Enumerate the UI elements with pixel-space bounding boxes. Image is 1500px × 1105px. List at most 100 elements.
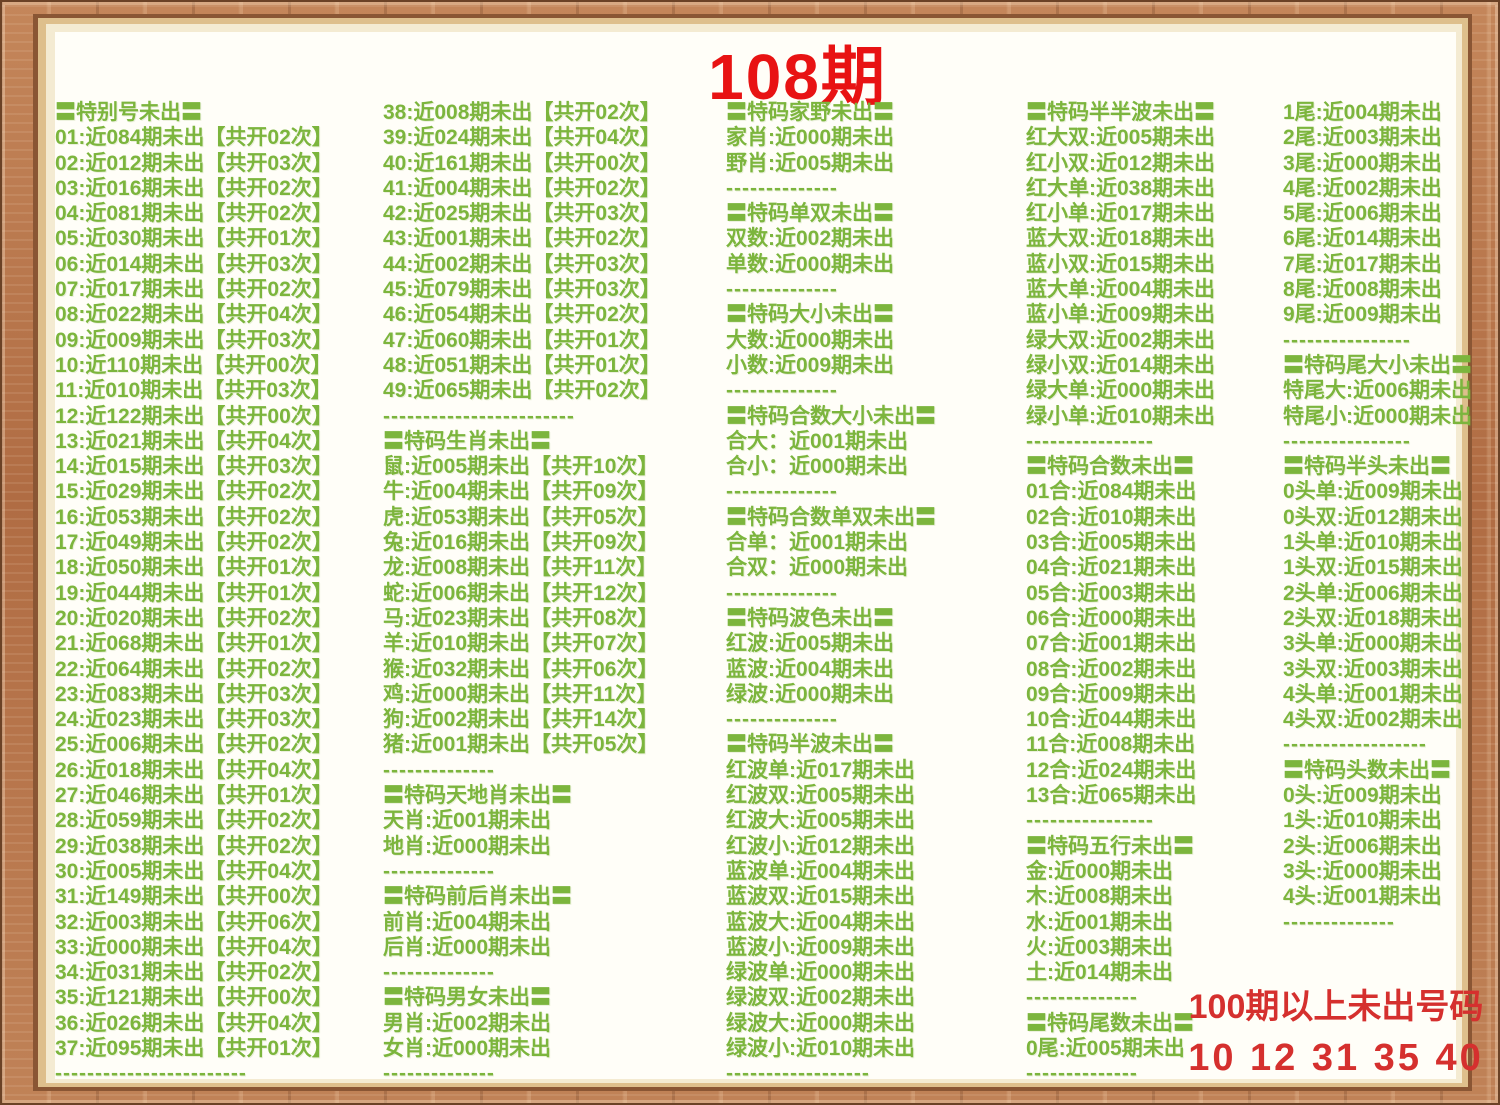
stat-line: 虎:近053期未出【共开05次】 bbox=[383, 505, 659, 529]
stat-line: 红波小:近012期未出 bbox=[726, 834, 916, 858]
stat-line: 蓝波小:近009期未出 bbox=[726, 935, 916, 959]
stat-line: 17:近049期未出【共开02次】 bbox=[55, 531, 333, 555]
stat-line: 20:近020期未出【共开02次】 bbox=[55, 606, 333, 630]
stat-line: 合小：近000期未出 bbox=[726, 455, 909, 479]
divider: -------------- bbox=[1283, 910, 1395, 934]
stat-line: 22:近064期未出【共开02次】 bbox=[55, 657, 333, 681]
divider: ---------------- bbox=[1283, 429, 1411, 453]
stat-line: 金:近000期未出 bbox=[1026, 859, 1174, 883]
stat-line: 9尾:近009期未出 bbox=[1283, 303, 1442, 327]
stat-line: 13:近021期未出【共开04次】 bbox=[55, 429, 333, 453]
stat-line: 3头:近000期未出 bbox=[1283, 859, 1442, 883]
stat-line: 27:近046期未出【共开01次】 bbox=[55, 784, 333, 808]
section-header: 〓特码半半波未出〓 bbox=[1026, 101, 1215, 124]
stat-line: 红波单:近017期未出 bbox=[726, 758, 916, 782]
stat-line: 25:近006期未出【共开02次】 bbox=[55, 733, 333, 757]
divider: -------------- bbox=[726, 480, 838, 504]
stat-line: 绿波小:近010期未出 bbox=[726, 1036, 916, 1060]
stat-line: 土:近014期未出 bbox=[1026, 961, 1174, 985]
overdue-footer-label: 100期以上未出号码 bbox=[1188, 988, 1484, 1026]
stat-line: 09合:近009期未出 bbox=[1026, 682, 1197, 706]
stat-line: 35:近121期未出【共开00次】 bbox=[55, 986, 333, 1010]
stat-line: 47:近060期未出【共开01次】 bbox=[383, 328, 661, 352]
stat-line: 08:近022期未出【共开04次】 bbox=[55, 303, 333, 327]
stat-line: 2头单:近006期未出 bbox=[1283, 581, 1463, 605]
stat-line: 地肖:近000期未出 bbox=[383, 834, 552, 858]
section-header: 〓特码半波未出〓 bbox=[726, 733, 894, 757]
stat-line: 鸡:近000期未出【共开11次】 bbox=[383, 682, 658, 706]
stat-line: 15:近029期未出【共开02次】 bbox=[55, 480, 333, 504]
stat-line: 06合:近000期未出 bbox=[1026, 606, 1197, 630]
section-header: 〓特码尾大小未出〓 bbox=[1283, 353, 1472, 377]
stat-line: 10合:近044期未出 bbox=[1026, 708, 1197, 732]
stat-line: 49:近065期未出【共开02次】 bbox=[383, 379, 661, 403]
stat-line: 12:近122期未出【共开00次】 bbox=[55, 404, 333, 428]
stat-line: 03:近016期未出【共开02次】 bbox=[55, 176, 333, 200]
stat-line: 蓝大双:近018期未出 bbox=[1026, 227, 1216, 251]
stat-line: 猴:近032期未出【共开06次】 bbox=[383, 657, 659, 681]
stat-line: 40:近161期未出【共开00次】 bbox=[383, 151, 661, 175]
stat-line: 46:近054期未出【共开02次】 bbox=[383, 303, 661, 327]
stat-line: 蛇:近006期未出【共开12次】 bbox=[383, 581, 659, 605]
stat-line: 32:近003期未出【共开06次】 bbox=[55, 910, 333, 934]
divider: ------------------------ bbox=[55, 1062, 247, 1086]
stat-line: 0头双:近012期未出 bbox=[1283, 505, 1463, 529]
stat-line: 34:近031期未出【共开02次】 bbox=[55, 961, 333, 985]
stat-line: 26:近018期未出【共开04次】 bbox=[55, 758, 333, 782]
divider: -------------- bbox=[726, 708, 838, 732]
page-background bbox=[55, 32, 1456, 1079]
stat-line: 绿大双:近002期未出 bbox=[1026, 328, 1216, 352]
stat-line: 04合:近021期未出 bbox=[1026, 556, 1197, 580]
stat-line: 红大双:近005期未出 bbox=[1026, 126, 1216, 150]
page-title: 108期 bbox=[708, 41, 887, 113]
stat-line: 木:近008期未出 bbox=[1026, 885, 1174, 909]
stat-line: 41:近004期未出【共开02次】 bbox=[383, 176, 661, 200]
stat-line: 4头:近001期未出 bbox=[1283, 885, 1442, 909]
stat-line: 13合:近065期未出 bbox=[1026, 784, 1197, 808]
section-header: 〓特码生肖未出〓 bbox=[383, 429, 551, 453]
stat-line: 蓝波:近004期未出 bbox=[726, 657, 895, 681]
section-header: 〓特码尾数未出〓 bbox=[1026, 1011, 1194, 1035]
stat-line: 蓝波单:近004期未出 bbox=[726, 859, 916, 883]
stat-line: 绿小单:近010期未出 bbox=[1026, 404, 1216, 428]
stat-line: 蓝大单:近004期未出 bbox=[1026, 278, 1216, 302]
stat-line: 马:近023期未出【共开08次】 bbox=[383, 606, 659, 630]
stat-line: 绿波单:近000期未出 bbox=[726, 961, 916, 985]
stat-line: 蓝小单:近009期未出 bbox=[1026, 303, 1216, 327]
stat-line: 水:近001期未出 bbox=[1026, 910, 1174, 934]
stat-line: 44:近002期未出【共开03次】 bbox=[383, 252, 661, 276]
stat-line: 火:近003期未出 bbox=[1026, 935, 1174, 959]
stat-line: 10:近110期未出【共开00次】 bbox=[55, 353, 332, 377]
divider: -------------- bbox=[1026, 986, 1138, 1010]
stat-line: 2尾:近003期未出 bbox=[1283, 126, 1442, 150]
stat-line: 4头双:近002期未出 bbox=[1283, 708, 1463, 732]
stat-line: 红波:近005期未出 bbox=[726, 632, 895, 656]
section-header: 〓特码头数未出〓 bbox=[1283, 758, 1451, 782]
section-header: 〓特码前后肖未出〓 bbox=[383, 885, 572, 909]
stat-line: 24:近023期未出【共开03次】 bbox=[55, 708, 333, 732]
stats-column-sums: 〓特码半半波未出〓 红大双:近005期未出 红小双:近012期未出 红大单:近038期… bbox=[1026, 100, 1215, 1087]
stat-line: 29:近038期未出【共开02次】 bbox=[55, 834, 333, 858]
stat-line: 36:近026期未出【共开04次】 bbox=[55, 1011, 333, 1035]
stat-line: 特尾小:近000期未出 bbox=[1283, 404, 1473, 428]
divider: -------------- bbox=[1026, 1062, 1138, 1086]
section-header: 〓特码单双未出〓 bbox=[726, 202, 894, 226]
divider: -------------- bbox=[383, 961, 495, 985]
stat-line: 男肖:近002期未出 bbox=[383, 1011, 552, 1035]
stat-line: 野肖:近005期未出 bbox=[726, 151, 895, 175]
stat-line: 合双：近000期未出 bbox=[726, 556, 909, 580]
stat-line: 37:近095期未出【共开01次】 bbox=[55, 1036, 333, 1060]
stat-line: 兔:近016期未出【共开09次】 bbox=[383, 531, 659, 555]
stat-line: 合大：近001期未出 bbox=[726, 429, 909, 453]
divider: -------------- bbox=[383, 1062, 495, 1086]
stat-line: 3头单:近000期未出 bbox=[1283, 632, 1463, 656]
stat-line: 02:近012期未出【共开03次】 bbox=[55, 151, 333, 175]
stat-line: 11合:近008期未出 bbox=[1026, 733, 1196, 757]
section-header: 〓特码男女未出〓 bbox=[383, 986, 551, 1010]
stat-line: 1头单:近010期未出 bbox=[1283, 531, 1463, 555]
stat-line: 绿小双:近014期未出 bbox=[1026, 353, 1216, 377]
stat-line: 绿波双:近002期未出 bbox=[726, 986, 916, 1010]
stat-line: 39:近024期未出【共开04次】 bbox=[383, 126, 661, 150]
stat-line: 18:近050期未出【共开01次】 bbox=[55, 556, 333, 580]
stat-line: 8尾:近008期未出 bbox=[1283, 278, 1442, 302]
